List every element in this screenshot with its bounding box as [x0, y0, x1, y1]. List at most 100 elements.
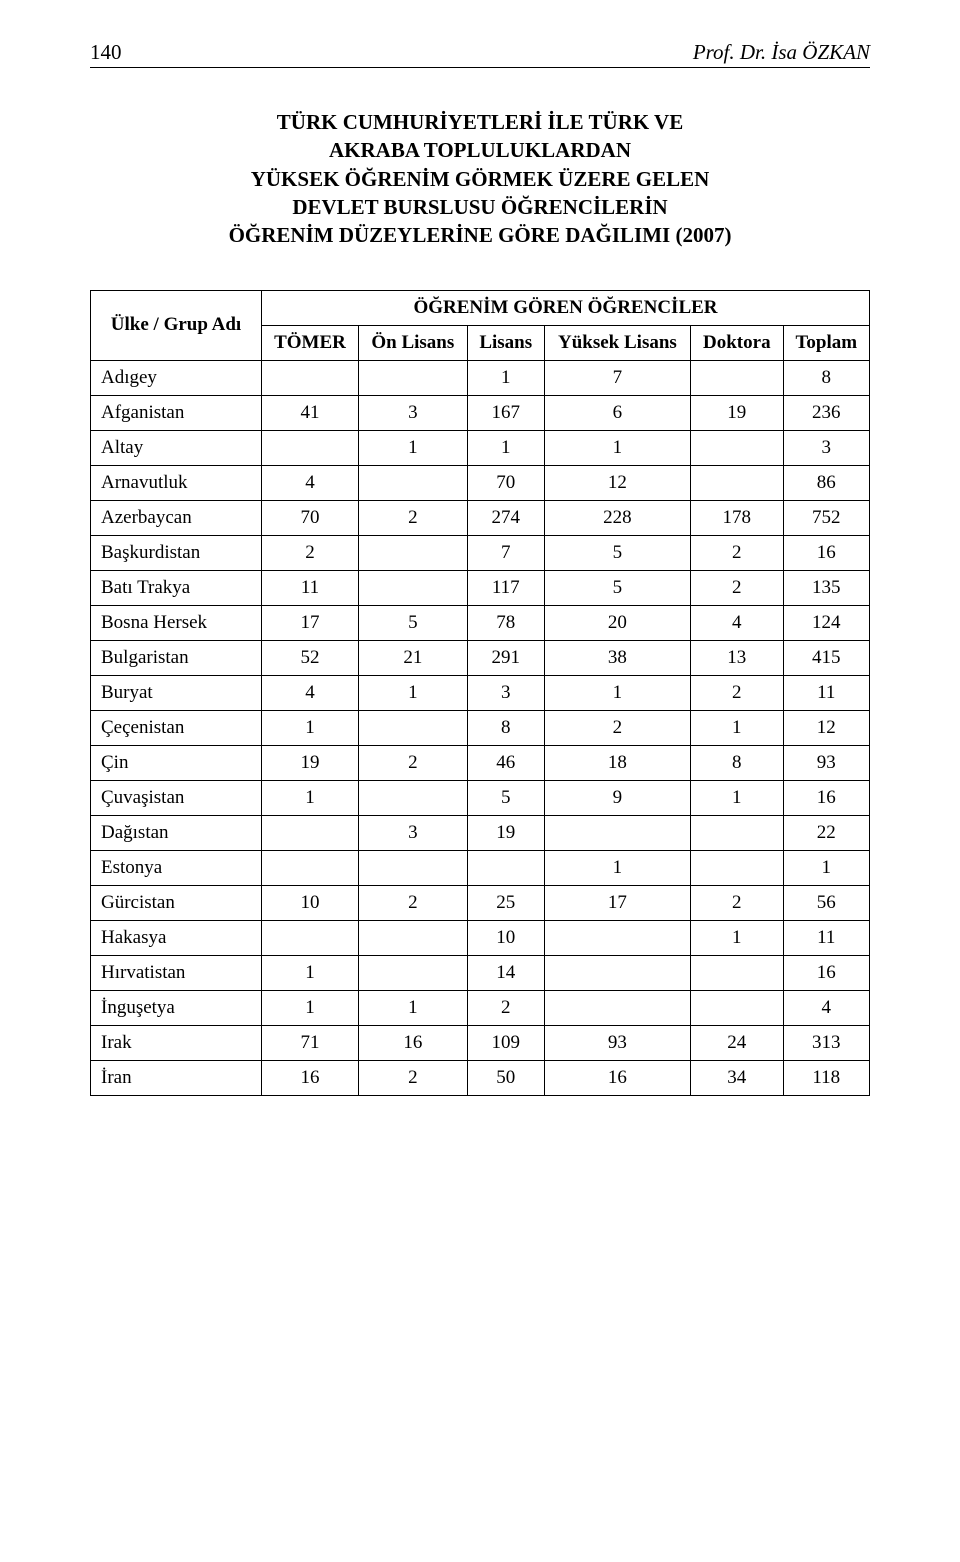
table-cell: 12: [783, 710, 869, 745]
table-cell: 19: [467, 815, 544, 850]
document-title: TÜRK CUMHURİYETLERİ İLE TÜRK VE AKRABA T…: [90, 108, 870, 250]
table-cell: 71: [262, 1025, 359, 1060]
table-cell: 7: [544, 360, 690, 395]
table-cell: [544, 815, 690, 850]
table-cell: [544, 920, 690, 955]
table-cell: 3: [467, 675, 544, 710]
table-cell: 135: [783, 570, 869, 605]
table-cell: [691, 430, 784, 465]
page-author: Prof. Dr. İsa ÖZKAN: [693, 40, 870, 65]
header-rule: [90, 67, 870, 68]
table-row: Altay1113: [91, 430, 870, 465]
col-header: Ön Lisans: [359, 325, 468, 360]
table-cell: 4: [262, 465, 359, 500]
table-cell: [359, 360, 468, 395]
table-cell: 2: [691, 885, 784, 920]
row-label: Bosna Hersek: [91, 605, 262, 640]
table-cell: 274: [467, 500, 544, 535]
col-header: Lisans: [467, 325, 544, 360]
table-cell: 16: [783, 780, 869, 815]
document-page: 140 Prof. Dr. İsa ÖZKAN TÜRK CUMHURİYETL…: [0, 0, 960, 1562]
table-row: Batı Trakya1111752135: [91, 570, 870, 605]
table-cell: [359, 570, 468, 605]
table-cell: 1: [467, 360, 544, 395]
table-cell: 167: [467, 395, 544, 430]
table-cell: 17: [262, 605, 359, 640]
table-cell: [262, 430, 359, 465]
table-cell: 7: [467, 535, 544, 570]
table-cell: 50: [467, 1060, 544, 1095]
table-cell: 313: [783, 1025, 869, 1060]
table-cell: 10: [262, 885, 359, 920]
table-cell: [359, 710, 468, 745]
row-label: Hakasya: [91, 920, 262, 955]
table-cell: 1: [544, 675, 690, 710]
table-cell: 1: [691, 920, 784, 955]
table-cell: [262, 815, 359, 850]
group-header: ÖĞRENİM GÖREN ÖĞRENCİLER: [262, 290, 870, 325]
table-row: Arnavutluk4701286: [91, 465, 870, 500]
table-cell: 17: [544, 885, 690, 920]
table-row: Adıgey 17 8: [91, 360, 870, 395]
table-cell: [544, 990, 690, 1025]
table-cell: 2: [262, 535, 359, 570]
row-label: Afganistan: [91, 395, 262, 430]
row-label: Adıgey: [91, 360, 262, 395]
table-cell: 5: [359, 605, 468, 640]
row-label: Gürcistan: [91, 885, 262, 920]
table-cell: 1: [359, 430, 468, 465]
distribution-table: Ülke / Grup Adı ÖĞRENİM GÖREN ÖĞRENCİLER…: [90, 290, 870, 1096]
table-cell: 8: [691, 745, 784, 780]
table-cell: 178: [691, 500, 784, 535]
table-cell: 4: [691, 605, 784, 640]
row-label: Buryat: [91, 675, 262, 710]
table-cell: 19: [262, 745, 359, 780]
table-cell: 93: [783, 745, 869, 780]
table-row: İnguşetya1124: [91, 990, 870, 1025]
table-cell: 1: [783, 850, 869, 885]
title-line: TÜRK CUMHURİYETLERİ İLE TÜRK VE: [90, 108, 870, 136]
table-cell: 6: [544, 395, 690, 430]
table-cell: 2: [359, 500, 468, 535]
title-line: AKRABA TOPLULUKLARDAN: [90, 136, 870, 164]
table-head: Ülke / Grup Adı ÖĞRENİM GÖREN ÖĞRENCİLER…: [91, 290, 870, 360]
table-row: Çin1924618893: [91, 745, 870, 780]
table-cell: 3: [359, 395, 468, 430]
table-cell: [691, 360, 784, 395]
row-label: Çin: [91, 745, 262, 780]
table-body: Adıgey178Afganistan413167619236Altay1113…: [91, 360, 870, 1095]
table-cell: 16: [783, 535, 869, 570]
table-row: Gürcistan1022517256: [91, 885, 870, 920]
table-cell: 93: [544, 1025, 690, 1060]
row-label: Altay: [91, 430, 262, 465]
table-cell: [262, 920, 359, 955]
table-cell: 8: [783, 360, 869, 395]
table-cell: 5: [544, 570, 690, 605]
row-label: Çuvaşistan: [91, 780, 262, 815]
table-row: Azerbaycan702274228178752: [91, 500, 870, 535]
table-cell: 1: [359, 675, 468, 710]
table-cell: 3: [359, 815, 468, 850]
table-cell: 2: [359, 885, 468, 920]
page-header: 140 Prof. Dr. İsa ÖZKAN: [90, 40, 870, 67]
table-cell: 2: [691, 535, 784, 570]
title-line: DEVLET BURSLUSU ÖĞRENCİLERİN: [90, 193, 870, 221]
table-cell: 22: [783, 815, 869, 850]
table-cell: 2: [691, 675, 784, 710]
table-cell: [359, 535, 468, 570]
table-cell: 228: [544, 500, 690, 535]
table-cell: 25: [467, 885, 544, 920]
table-cell: 2: [544, 710, 690, 745]
col-header: Doktora: [691, 325, 784, 360]
table-cell: 1: [359, 990, 468, 1025]
table-cell: 2: [691, 570, 784, 605]
table-cell: 13: [691, 640, 784, 675]
table-cell: [467, 850, 544, 885]
table-cell: 16: [359, 1025, 468, 1060]
table-row: Çuvaşistan159116: [91, 780, 870, 815]
table-cell: [359, 780, 468, 815]
col-header: TÖMER: [262, 325, 359, 360]
table-cell: 4: [783, 990, 869, 1025]
table-cell: 34: [691, 1060, 784, 1095]
table-cell: 1: [262, 955, 359, 990]
